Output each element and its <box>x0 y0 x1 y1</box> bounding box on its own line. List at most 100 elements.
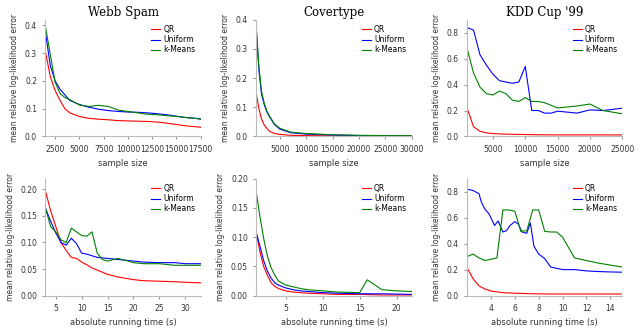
Uniform <box>408 134 415 138</box>
Uniform <box>47 64 54 68</box>
X-axis label: sample size: sample size <box>520 160 570 168</box>
QR <box>582 292 590 296</box>
Uniform <box>499 230 507 234</box>
k-Means <box>297 287 305 291</box>
QR <box>252 230 260 234</box>
k-Means <box>263 109 271 113</box>
QR <box>197 281 205 285</box>
Uniform <box>541 111 548 115</box>
k-Means <box>618 112 626 116</box>
k-Means <box>523 229 531 233</box>
k-Means <box>51 80 59 84</box>
QR <box>297 291 305 295</box>
QR <box>534 133 542 137</box>
QR <box>522 133 529 137</box>
k-Means <box>333 290 341 294</box>
QR <box>181 280 189 284</box>
QR <box>73 256 81 260</box>
QR <box>255 107 262 111</box>
Uniform <box>181 262 189 266</box>
QR <box>95 117 102 121</box>
QR <box>476 129 484 133</box>
k-Means <box>255 64 262 68</box>
k-Means <box>599 109 607 113</box>
Uniform <box>547 265 554 269</box>
QR <box>554 133 561 137</box>
Uniform <box>495 79 503 83</box>
QR <box>463 266 471 270</box>
Uniform <box>263 110 271 114</box>
Uniform <box>586 108 594 112</box>
QR <box>143 120 151 124</box>
Uniform <box>260 102 268 106</box>
Title: Covertype: Covertype <box>303 6 365 19</box>
Uniform <box>509 81 516 85</box>
Uniform <box>61 93 68 97</box>
Uniform <box>559 268 566 272</box>
k-Means <box>134 111 141 115</box>
Uniform <box>153 112 161 116</box>
X-axis label: sample size: sample size <box>99 160 148 168</box>
Uniform <box>287 131 294 135</box>
QR <box>256 250 264 254</box>
k-Means <box>260 236 268 240</box>
Uniform <box>88 254 96 258</box>
k-Means <box>275 279 282 283</box>
k-Means <box>595 261 602 265</box>
Uniform <box>547 111 555 115</box>
k-Means <box>355 133 363 137</box>
Uniform <box>522 64 529 68</box>
k-Means <box>356 291 364 295</box>
k-Means <box>304 288 312 292</box>
Uniform <box>571 268 579 272</box>
Uniform <box>134 110 141 114</box>
Uniform <box>506 223 514 227</box>
Uniform <box>129 259 137 263</box>
Uniform <box>554 109 561 113</box>
k-Means <box>258 89 266 93</box>
k-Means <box>124 110 132 114</box>
Line: QR: QR <box>467 108 622 135</box>
QR <box>586 133 594 137</box>
Line: QR: QR <box>45 191 201 283</box>
Uniform <box>319 291 326 295</box>
Uniform <box>523 231 531 235</box>
QR <box>595 292 602 296</box>
k-Means <box>505 208 513 212</box>
QR <box>67 255 75 259</box>
QR <box>42 50 49 54</box>
Uniform <box>355 134 363 138</box>
k-Means <box>289 285 297 289</box>
k-Means <box>408 289 415 293</box>
Uniform <box>527 221 534 225</box>
QR <box>470 125 477 129</box>
Uniform <box>530 244 538 248</box>
Uniform <box>275 283 282 287</box>
QR <box>487 289 495 293</box>
k-Means <box>78 233 86 237</box>
k-Means <box>515 100 523 104</box>
Uniform <box>171 261 179 265</box>
QR <box>78 260 86 264</box>
QR <box>618 292 626 296</box>
k-Means <box>287 130 294 134</box>
k-Means <box>517 229 525 233</box>
Uniform <box>192 117 200 121</box>
Line: Uniform: Uniform <box>256 232 412 294</box>
QR <box>47 209 54 213</box>
k-Means <box>197 117 205 121</box>
k-Means <box>541 101 548 105</box>
Uniform <box>408 292 415 296</box>
Uniform <box>607 270 614 274</box>
QR <box>408 293 415 297</box>
Uniform <box>481 207 489 211</box>
QR <box>378 293 386 297</box>
Uniform <box>599 109 607 113</box>
k-Means <box>282 283 290 287</box>
QR <box>66 111 74 115</box>
Uniform <box>66 98 74 102</box>
k-Means <box>554 106 561 110</box>
k-Means <box>499 208 507 212</box>
k-Means <box>329 133 337 137</box>
Uniform <box>271 281 278 285</box>
